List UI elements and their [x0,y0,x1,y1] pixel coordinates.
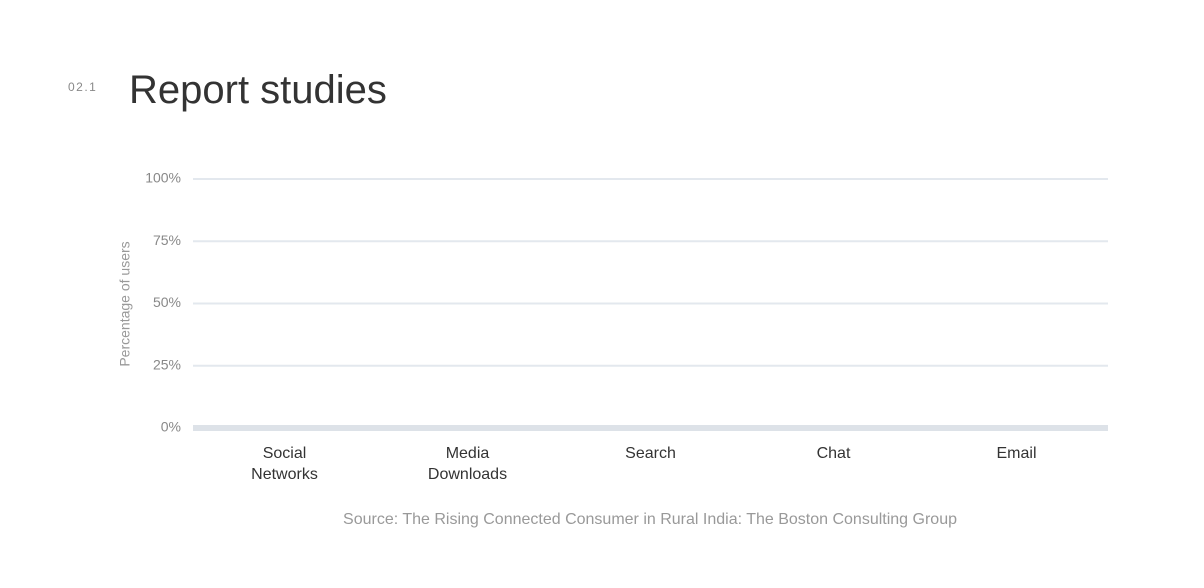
y-axis-label: Percentage of users [117,241,133,366]
section-number: 02.1 [68,80,98,94]
y-tick-label: 100% [145,170,181,186]
x-tick-label: Social Networks [251,445,318,483]
x-tick-label: Media Downloads [427,445,508,483]
y-tick-label: 75% [153,232,181,248]
x-tick-label: Email [996,445,1037,462]
source-note: Source: The Rising Connected Consumer in… [343,511,957,528]
x-tick-label: Search [625,445,676,462]
x-tick-label: Chat [816,445,851,462]
y-tick-label: 50% [153,294,181,310]
y-tick-label: 0% [161,419,181,435]
y-tick-label: 25% [153,356,181,372]
section-title: Report studies [129,68,387,112]
